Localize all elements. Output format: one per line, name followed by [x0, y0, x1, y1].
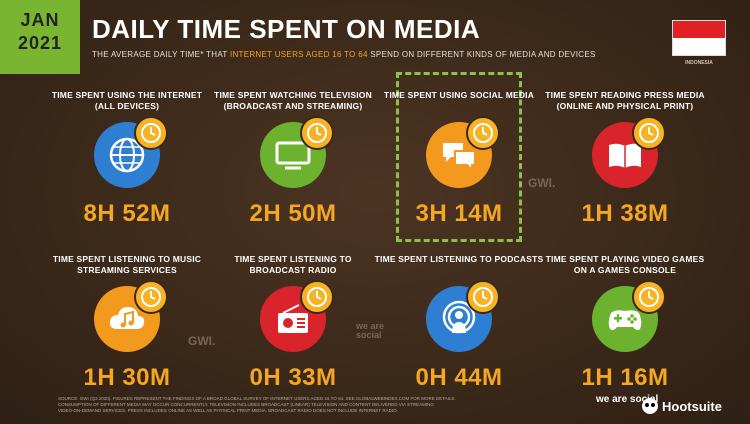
owl-icon: [642, 398, 658, 414]
cloud-music-icon: [94, 280, 168, 352]
date-month: JAN: [20, 10, 60, 30]
metric-value: 8H 52M: [83, 200, 171, 227]
metric-label: TIME SPENT PLAYING VIDEO GAMES ON A GAME…: [545, 254, 705, 275]
metric-label: TIME SPENT LISTENING TO PODCASTS: [374, 254, 544, 264]
gwi-watermark: GWI.: [528, 176, 556, 190]
footnote-line: SOURCE: GWI (Q3 2020). FIGURES REPRESENT…: [58, 396, 456, 401]
clock-icon: [134, 280, 168, 314]
television-icon: [260, 116, 334, 188]
clock-icon: [466, 280, 500, 314]
metric-value: 1H 16M: [581, 364, 669, 391]
social-media-highlight-box: [396, 72, 522, 242]
we-are-social-logo: we are social: [596, 394, 659, 405]
country-label: INDONESIA: [685, 60, 713, 66]
footnote: SOURCE: GWI (Q3 2020). FIGURES REPRESENT…: [58, 396, 578, 414]
metric-television: TIME SPENT WATCHING TELEVISION (BROADCAS…: [208, 90, 378, 228]
clock-icon: [632, 116, 666, 150]
radio-icon: [260, 280, 334, 352]
metric-value: 3H 14M: [415, 200, 503, 227]
metric-value: 0H 44M: [415, 364, 503, 391]
hootsuite-logo: Hootsuite: [642, 398, 722, 414]
date-year: 2021: [17, 33, 63, 53]
clock-icon: [300, 116, 334, 150]
gwi-watermark: GWI.: [188, 334, 216, 348]
clock-icon: [466, 116, 500, 150]
podcast-icon: [426, 280, 500, 352]
metric-internet: TIME SPENT USING THE INTERNET (ALL DEVIC…: [42, 90, 212, 228]
footnote-line: VIDEO-ON-DEMAND SERVICES. PRESS INCLUDES…: [58, 408, 398, 413]
metric-label: TIME SPENT LISTENING TO MUSIC STREAMING …: [52, 254, 202, 275]
globe-icon: [94, 116, 168, 188]
metric-social-media: TIME SPENT USING SOCIAL MEDIA 3H 14M: [374, 90, 544, 228]
indonesia-flag-icon: [672, 20, 726, 56]
chat-bubbles-icon: [426, 116, 500, 188]
metric-label: TIME SPENT USING SOCIAL MEDIA: [383, 90, 535, 100]
metric-value: 1H 30M: [83, 364, 171, 391]
metric-music-streaming: TIME SPENT LISTENING TO MUSIC STREAMING …: [42, 254, 212, 392]
clock-icon: [300, 280, 334, 314]
footnote-line: CONSUMPTION OF DIFFERENT MEDIA MAY OCCUR…: [58, 402, 434, 407]
page-subtitle: THE AVERAGE DAILY TIME* THAT INTERNET US…: [92, 50, 596, 59]
metric-press-media: TIME SPENT READING PRESS MEDIA (ONLINE A…: [540, 90, 710, 228]
metric-value: 0H 33M: [249, 364, 337, 391]
page-title: DAILY TIME SPENT ON MEDIA: [92, 14, 481, 44]
we-are-social-watermark: we are social: [356, 321, 385, 340]
hootsuite-label: Hootsuite: [662, 398, 722, 414]
date-badge: JAN 2021: [0, 0, 80, 74]
metric-video-games: TIME SPENT PLAYING VIDEO GAMES ON A GAME…: [540, 254, 710, 392]
gamepad-icon: [592, 280, 666, 352]
metric-label: TIME SPENT READING PRESS MEDIA (ONLINE A…: [545, 90, 705, 111]
clock-icon: [632, 280, 666, 314]
metric-broadcast-radio: TIME SPENT LISTENING TO BROADCAST RADIO …: [208, 254, 378, 392]
metric-podcasts: TIME SPENT LISTENING TO PODCASTS 0H 44M: [374, 254, 544, 392]
metric-label: TIME SPENT WATCHING TELEVISION (BROADCAS…: [214, 90, 372, 111]
metric-value: 2H 50M: [249, 200, 337, 227]
metric-label: TIME SPENT LISTENING TO BROADCAST RADIO: [234, 254, 352, 275]
open-book-icon: [592, 116, 666, 188]
clock-icon: [134, 116, 168, 150]
metric-value: 1H 38M: [581, 200, 669, 227]
metric-label: TIME SPENT USING THE INTERNET (ALL DEVIC…: [51, 90, 203, 111]
